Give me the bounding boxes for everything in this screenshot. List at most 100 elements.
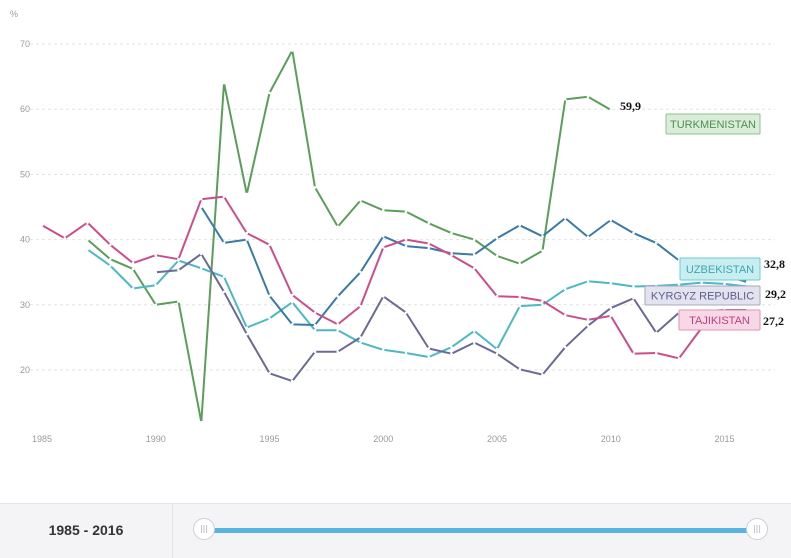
- series-line: [86, 49, 612, 424]
- data-point: [495, 254, 499, 258]
- range-separator: -: [83, 522, 89, 538]
- data-point: [745, 280, 749, 284]
- range-slider-end-handle[interactable]: |||: [746, 518, 768, 540]
- data-point: [108, 257, 112, 261]
- data-point: [700, 281, 704, 284]
- end-value-label: 27,2: [763, 314, 784, 328]
- end-labels: 59,9 32,8 29,2 27,2: [620, 99, 786, 328]
- data-point: [313, 350, 317, 354]
- data-point: [541, 235, 544, 238]
- data-point: [563, 313, 567, 317]
- data-point: [609, 314, 613, 318]
- data-point: [472, 329, 476, 333]
- legend-label: TAJIKISTAN: [689, 315, 750, 327]
- data-point: [131, 267, 135, 271]
- legend-label: UZBEKISTAN: [686, 264, 754, 276]
- data-point: [654, 331, 658, 335]
- data-point: [518, 223, 522, 227]
- data-point: [518, 262, 522, 266]
- data-point: [632, 231, 635, 235]
- data-point: [586, 318, 590, 322]
- data-point: [381, 295, 385, 298]
- range-slider-track[interactable]: [203, 528, 758, 533]
- data-point: [450, 345, 453, 349]
- data-point: [199, 252, 203, 256]
- data-point: [63, 236, 67, 240]
- data-point: [108, 243, 112, 247]
- data-point: [268, 371, 271, 375]
- time-range-label: 1985 - 2016: [0, 504, 173, 558]
- legend-box: [678, 309, 761, 331]
- y-axis-label: %: [10, 9, 18, 19]
- data-point: [518, 368, 522, 371]
- series-legend: TURKMENISTAN UZBEKISTAN KYRGYZ REPUBLIC TAJ…: [644, 113, 761, 331]
- data-point: [199, 205, 203, 209]
- data-point: [518, 304, 522, 308]
- data-point: [154, 283, 158, 287]
- data-point: [677, 283, 681, 286]
- data-point: [632, 285, 635, 288]
- data-point: [427, 246, 431, 250]
- data-point: [404, 311, 408, 314]
- data-point: [495, 236, 499, 240]
- data-point: [336, 295, 340, 298]
- data-point: [154, 270, 158, 274]
- data-point: [472, 341, 476, 344]
- data-point: [177, 300, 180, 303]
- data-point: [222, 241, 226, 245]
- end-value-label: 29,2: [765, 287, 786, 301]
- data-point: [609, 306, 613, 310]
- data-point: [313, 323, 317, 327]
- data-point: [654, 241, 658, 245]
- series-lines: [40, 49, 749, 424]
- data-point: [245, 326, 249, 329]
- data-point: [427, 242, 431, 245]
- data-point: [563, 98, 567, 101]
- data-point: [472, 253, 476, 256]
- range-end: 2016: [92, 522, 124, 538]
- data-point: [427, 355, 431, 359]
- data-point: [268, 243, 271, 247]
- data-point: [336, 225, 340, 228]
- data-point: [290, 293, 294, 297]
- data-point: [450, 253, 453, 257]
- end-value-label: 59,9: [620, 99, 641, 113]
- data-point: [723, 282, 726, 286]
- y-tick-label: 40: [20, 235, 30, 245]
- data-point: [199, 266, 203, 270]
- data-point: [654, 351, 658, 355]
- data-point: [154, 303, 158, 307]
- data-point: [381, 246, 385, 249]
- data-point: [541, 299, 544, 303]
- data-point: [177, 268, 180, 272]
- range-slider-start-handle[interactable]: |||: [193, 518, 215, 540]
- data-point: [290, 300, 294, 304]
- data-point: [222, 290, 226, 294]
- data-point: [404, 210, 408, 213]
- series-line: [155, 252, 748, 383]
- data-point: [131, 287, 135, 290]
- data-point: [268, 91, 271, 95]
- data-point: [541, 303, 544, 307]
- data-point: [472, 238, 476, 241]
- data-point: [359, 341, 362, 344]
- y-axis-ticks: 20 30 40 50 60 70: [20, 39, 30, 375]
- data-point: [245, 332, 249, 336]
- data-point: [177, 257, 180, 261]
- legend-label: TURKMENISTAN: [670, 119, 756, 131]
- data-point: [336, 323, 340, 326]
- data-point: [290, 49, 294, 52]
- data-point: [381, 235, 385, 238]
- x-axis-ticks: 1985 1990 1995 2000 2005 2010 2015: [32, 434, 735, 444]
- data-point: [563, 287, 567, 291]
- data-point: [677, 356, 681, 360]
- data-point: [290, 379, 294, 383]
- data-point: [381, 348, 385, 352]
- data-point: [472, 266, 476, 270]
- data-point: [359, 199, 362, 202]
- data-point: [427, 222, 431, 225]
- data-point: [450, 352, 453, 356]
- data-point: [108, 264, 112, 267]
- data-point: [404, 351, 408, 355]
- data-point: [245, 231, 249, 235]
